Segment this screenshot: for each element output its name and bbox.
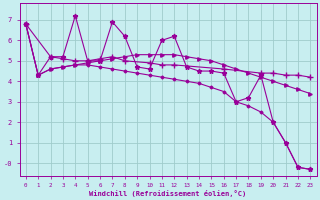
X-axis label: Windchill (Refroidissement éolien,°C): Windchill (Refroidissement éolien,°C) [90,190,247,197]
